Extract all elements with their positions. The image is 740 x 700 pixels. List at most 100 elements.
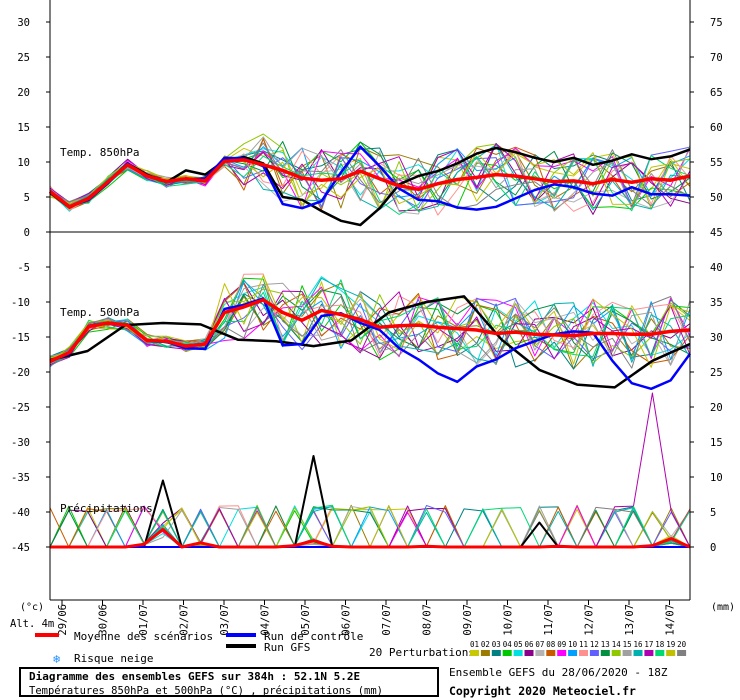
legend-control-swatch (226, 633, 256, 637)
legend-snow-label: Risque neige (74, 652, 153, 665)
perturbation-id: 01 (470, 640, 479, 649)
right-tick-label: 45 (710, 227, 723, 239)
left-tick-label: -45 (11, 542, 30, 554)
perturbation-swatch (655, 650, 665, 656)
legend-perturbations-label: 20 Perturbations (369, 646, 475, 659)
perturbation-t500-line (49, 298, 691, 366)
legend: Moyenne des scénarios Run de contrôle Ru… (35, 630, 687, 666)
right-tick-label: 0 (710, 542, 716, 554)
perturbation-swatch (524, 650, 534, 656)
perturbation-id: 04 (503, 640, 513, 649)
perturbation-swatch (513, 650, 523, 656)
altitude-label: Alt. 4m (10, 618, 54, 630)
right-tick-label: 20 (710, 402, 723, 414)
date-tick-label: 06/07 (341, 604, 353, 636)
perturbation-swatch (611, 650, 621, 656)
snowflake-icon: ❄ (53, 652, 60, 666)
right-tick-label: 70 (710, 52, 723, 64)
left-tick-label: -40 (11, 507, 30, 519)
legend-control-label: Run de contrôle (264, 630, 363, 643)
perturbation-id: 07 (535, 640, 544, 649)
right-tick-label: 65 (710, 87, 723, 99)
date-tick-label: 11/07 (543, 604, 555, 636)
perturbation-t500-line (49, 290, 691, 366)
perturbation-swatch (480, 650, 490, 656)
perturbation-id: 12 (590, 640, 599, 649)
perturbation-swatch (546, 650, 556, 656)
legend-gfs-swatch (226, 644, 256, 648)
right-tick-label: 50 (710, 192, 723, 204)
right-tick-label: 60 (710, 122, 723, 134)
right-tick-label: 15 (710, 437, 723, 449)
date-tick-label: 02/07 (179, 604, 191, 636)
perturbation-swatch (633, 650, 643, 656)
footer-title: Diagramme des ensembles GEFS sur 384h : … (29, 670, 361, 683)
perturbation-swatch (470, 650, 479, 656)
legend-mean-label: Moyenne des scénarios (74, 630, 213, 643)
legend-gfs-label: Run GFS (264, 641, 310, 654)
mean-t850-line (48, 158, 691, 209)
left-tick-label: 15 (17, 122, 30, 134)
panel-label-t850: Temp. 850hPa (60, 146, 139, 159)
perturbation-id: 06 (525, 640, 535, 649)
perturbation-t850-line (49, 143, 691, 207)
perturbation-id: 09 (557, 640, 566, 649)
perturbation-id: 17 (644, 640, 653, 649)
perturbation-precip-line (50, 392, 691, 548)
date-tick-label: 14/07 (665, 604, 677, 636)
perturbation-id: 15 (623, 640, 632, 649)
perturbation-t500-line (49, 279, 691, 364)
perturbation-swatch (579, 650, 588, 656)
perturbation-id: 19 (666, 640, 675, 649)
left-tick-label: -10 (11, 297, 30, 309)
perturbation-t850-line (49, 152, 691, 205)
perturbation-id: 14 (612, 640, 622, 649)
labels-layer: Temp. 850hPa Temp. 500hPa Précipitations… (10, 146, 735, 630)
right-tick-label: 35 (710, 297, 723, 309)
perturbation-id: 05 (514, 640, 523, 649)
perturbation-swatch (622, 650, 632, 656)
perturbation-swatch (535, 650, 545, 656)
left-tick-label: 10 (17, 157, 30, 169)
perturbation-swatch (557, 650, 567, 656)
right-unit-label: (mm) (711, 602, 735, 613)
legend-mean-swatch (35, 633, 59, 637)
left-tick-label: 5 (24, 192, 30, 204)
axes-layer: 302520151050-5-10-15-20-25-30-35-40-4575… (11, 0, 723, 636)
panel-label-precip: Précipitations (60, 502, 153, 515)
perturbation-swatch (491, 650, 501, 656)
footer-subtitle: Températures 850hPa et 500hPa (°C) , pré… (29, 685, 384, 697)
perturbation-id-row: 01 02 03 04 05 06 07 08 09 10 11 12 13 14 15 16 17 18 19 20 (470, 640, 687, 656)
perturbation-id: 03 (492, 640, 501, 649)
date-tick-label: 08/07 (422, 604, 434, 636)
date-tick-label: 03/07 (219, 604, 231, 636)
date-tick-label: 13/07 (624, 604, 636, 636)
perturbation-swatch (502, 650, 512, 656)
perturbation-swatch (568, 650, 578, 656)
perturbation-swatch (677, 650, 687, 656)
mean-precip-line (50, 528, 691, 549)
right-tick-label: 25 (710, 367, 723, 379)
left-tick-label: 0 (24, 227, 30, 239)
date-tick-label: 01/07 (138, 604, 150, 636)
date-tick-label: 04/07 (260, 604, 272, 636)
left-tick-label: -25 (11, 402, 30, 414)
right-tick-label: 55 (710, 157, 723, 169)
right-tick-label: 10 (710, 472, 723, 484)
perturbation-id: 20 (677, 640, 687, 649)
left-tick-label: -35 (11, 472, 30, 484)
left-tick-label: -30 (11, 437, 30, 449)
footer-title-box: Diagramme des ensembles GEFS sur 384h : … (19, 667, 439, 697)
perturbation-swatch (589, 650, 599, 656)
left-tick-label: -5 (17, 262, 30, 274)
perturbation-id: 10 (568, 640, 578, 649)
left-tick-label: 30 (17, 17, 30, 29)
date-tick-label: 10/07 (503, 604, 515, 636)
perturbation-id: 08 (546, 640, 556, 649)
ensemble-info: Ensemble GEFS du 28/06/2020 - 18Z (449, 666, 668, 679)
copyright: Copyright 2020 Meteociel.fr (449, 684, 636, 698)
date-tick-label: 07/07 (381, 604, 393, 636)
left-tick-label: -20 (11, 367, 30, 379)
right-tick-label: 5 (710, 507, 716, 519)
